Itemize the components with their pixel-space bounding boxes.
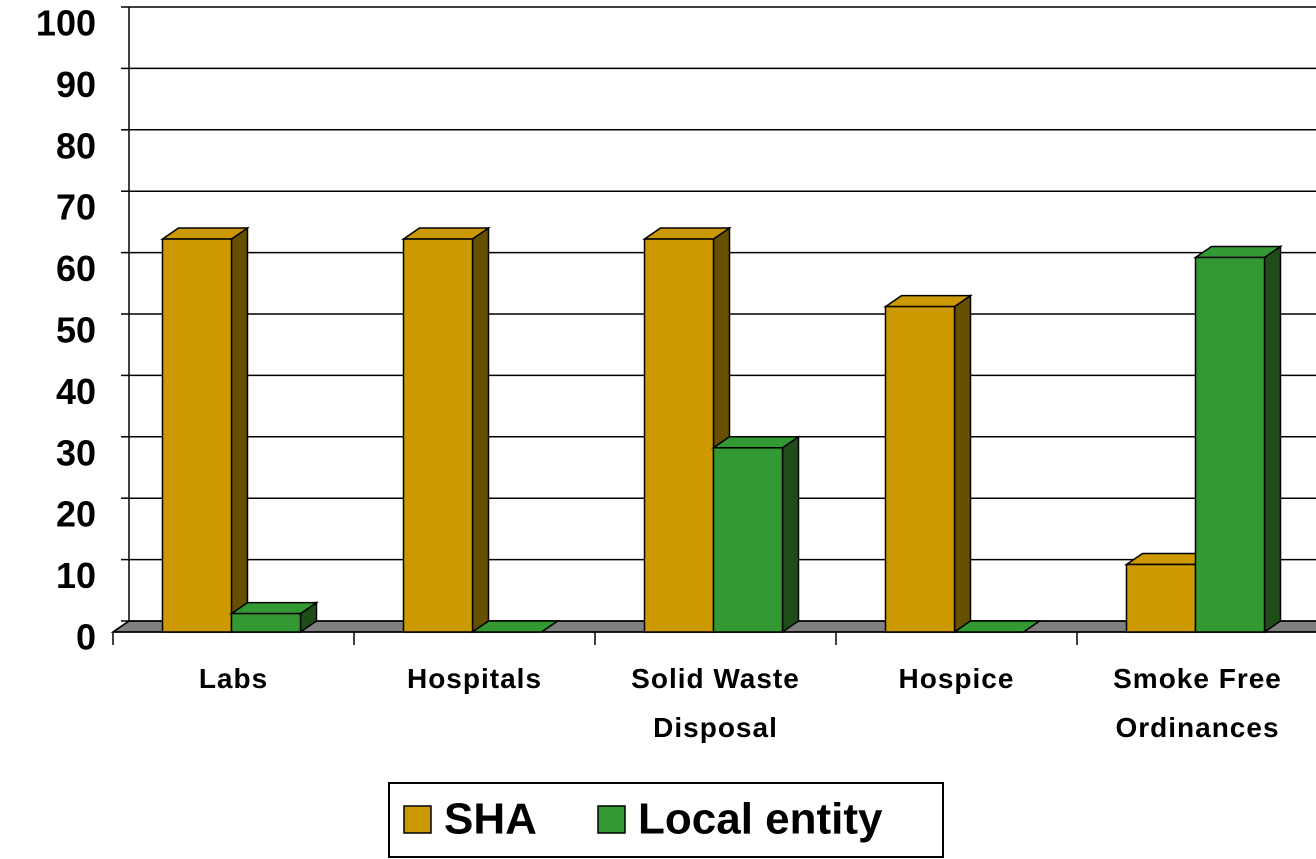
bar-top xyxy=(160,227,250,240)
bar-side xyxy=(781,435,800,634)
y-tick-label: 100 xyxy=(36,3,96,44)
bar-top xyxy=(470,620,560,633)
bar-side xyxy=(471,226,490,634)
bar-side xyxy=(953,294,972,634)
x-tick-label: Labs xyxy=(198,663,269,694)
x-tick-label: Solid Waste Disposal xyxy=(631,663,800,743)
bar-top xyxy=(883,294,973,308)
left-wall-diagonal xyxy=(112,620,130,633)
bar xyxy=(884,305,956,633)
y-tick-label: 20 xyxy=(56,494,96,535)
x-tick-label: Hospice xyxy=(898,663,1015,694)
y-tick-label: 30 xyxy=(56,432,96,473)
y-tick-label: 60 xyxy=(56,248,96,289)
bar-top xyxy=(1193,245,1283,259)
legend-swatch xyxy=(403,805,432,834)
bar-top xyxy=(642,227,732,240)
bar-top xyxy=(952,620,1042,633)
y-tick-label: 70 xyxy=(56,187,96,228)
legend-swatch xyxy=(597,805,626,834)
bar-side xyxy=(1263,245,1282,634)
y-tick-label: 80 xyxy=(56,125,96,166)
x-tick-label: Hospitals xyxy=(406,663,543,694)
legend-label: SHA xyxy=(444,795,537,844)
bar xyxy=(712,447,784,633)
bar-top xyxy=(229,601,319,615)
bar xyxy=(643,238,715,633)
bar-top xyxy=(401,227,491,240)
y-tick-label: 10 xyxy=(56,555,96,596)
bar xyxy=(161,238,233,633)
y-tick-label: 40 xyxy=(56,371,96,412)
bar-side xyxy=(230,226,249,634)
bar xyxy=(1194,256,1266,633)
bar xyxy=(402,238,474,633)
bar-top xyxy=(711,436,801,449)
legend-label: Local entity xyxy=(638,795,883,844)
bar xyxy=(230,612,302,633)
y-tick-label: 50 xyxy=(56,310,96,351)
x-tick-label: Smoke Free Ordinances xyxy=(1113,663,1282,743)
legend-box xyxy=(388,782,944,858)
bar xyxy=(1125,563,1197,633)
y-tick-label: 0 xyxy=(76,617,96,658)
y-tick-label: 90 xyxy=(56,64,96,105)
